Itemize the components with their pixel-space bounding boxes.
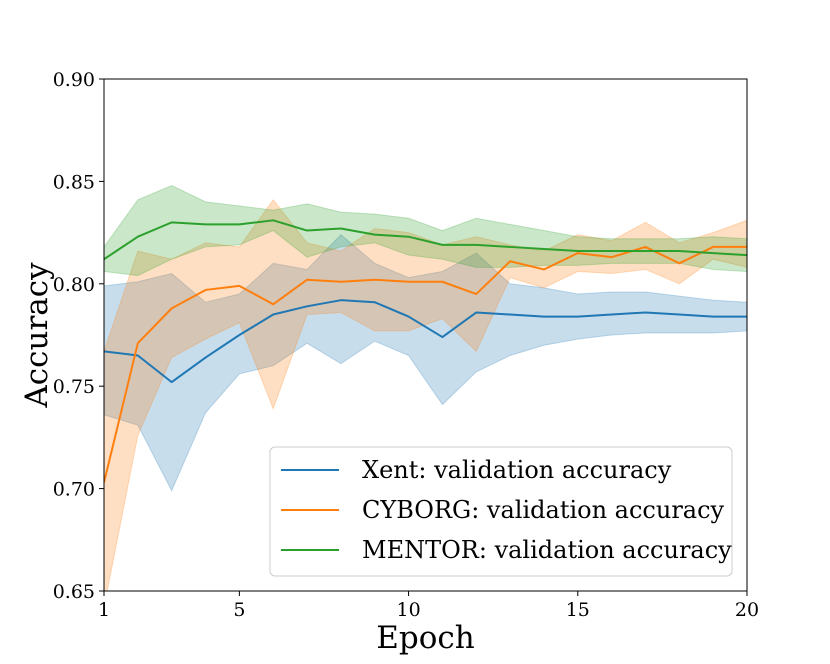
- x-axis-title: Epoch: [376, 620, 474, 656]
- legend-box: [269, 446, 733, 577]
- y-tick-label: 0.75: [53, 376, 95, 398]
- y-axis-ticks: 0.65 0.70 0.75 0.80 0.85 0.90: [53, 69, 104, 603]
- y-tick-label: 0.85: [53, 171, 95, 193]
- xent-line: [104, 299, 747, 384]
- y-tick-label: 0.90: [53, 69, 95, 91]
- mentor-confidence-band: [104, 184, 747, 277]
- mentor-line: [104, 219, 747, 261]
- cyborg-line: [104, 245, 747, 483]
- y-axis-title: Accuracy: [19, 262, 55, 409]
- y-tick-label: 0.65: [53, 581, 95, 603]
- cyborg-legend-label: CYBORG: validation accuracy: [362, 496, 725, 524]
- y-tick-label: 0.70: [53, 479, 95, 501]
- x-tick-label: 20: [735, 599, 759, 621]
- series-lines: [104, 219, 747, 483]
- x-tick-label: 1: [98, 599, 110, 621]
- x-tick-label: 10: [396, 599, 420, 621]
- x-tick-label: 15: [566, 599, 590, 621]
- plot-frame: [103, 78, 748, 592]
- x-axis-ticks: 1 5 10 15 20: [98, 591, 759, 621]
- y-tick-label: 0.80: [53, 274, 95, 296]
- xent-legend-label: Xent: validation accuracy: [362, 456, 672, 484]
- x-tick-label: 5: [233, 599, 245, 621]
- legend: Xent: validation accuracy CYBORG: validat…: [269, 446, 733, 577]
- mentor-legend-label: MENTOR: validation accuracy: [362, 536, 732, 564]
- cyborg-confidence-band: [104, 199, 747, 591]
